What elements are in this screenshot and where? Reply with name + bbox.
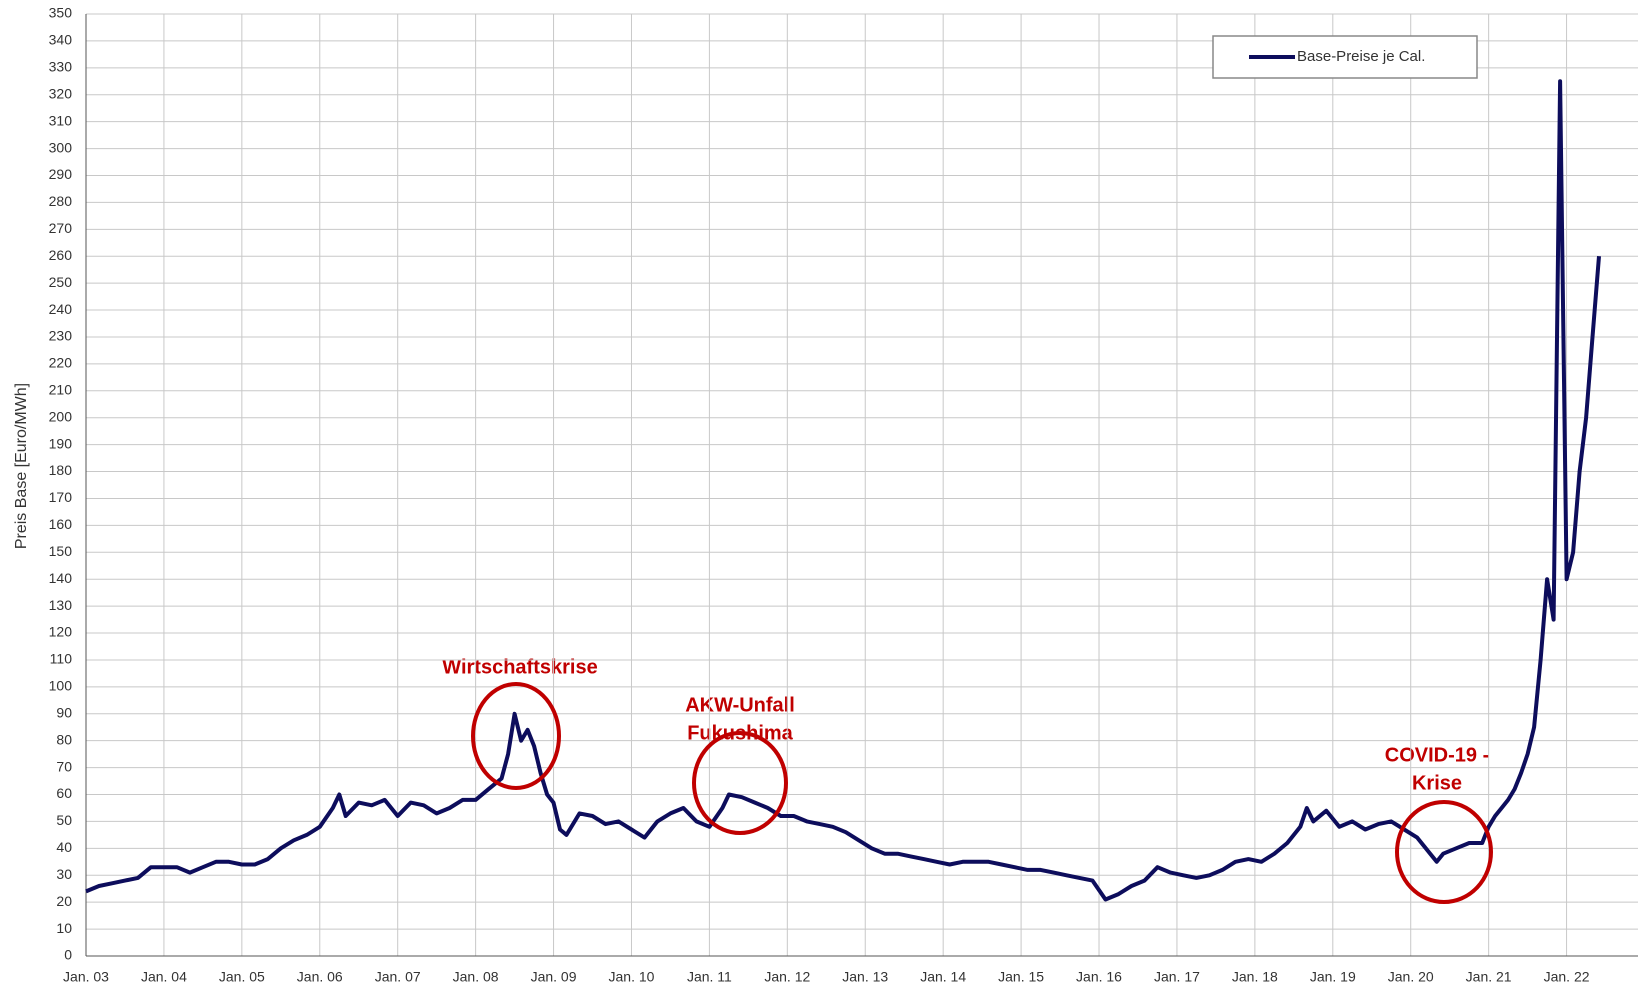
x-tick-label: Jan. 07 [375,969,421,985]
x-tick-label: Jan. 22 [1544,969,1590,985]
y-tick-label: 230 [49,328,73,344]
y-tick-label: 50 [56,812,72,828]
y-tick-label: 270 [49,220,73,236]
x-tick-label: Jan. 18 [1232,969,1278,985]
annotation: COVID-19 - [1385,744,1489,766]
y-tick-label: 180 [49,462,73,478]
x-tick-label: Jan. 11 [687,969,732,985]
x-tick-label: Jan. 04 [141,969,187,985]
x-tick-label: Jan. 16 [1076,969,1122,985]
highlight-circle [471,682,561,790]
y-tick-label: 240 [49,301,73,317]
y-tick-label: 60 [56,785,72,801]
y-tick-label: 110 [50,651,73,667]
legend-label: Base-Preise je Cal. [1297,48,1425,65]
x-tick-label: Jan. 12 [764,969,810,985]
y-tick-label: 80 [56,731,72,747]
y-tick-label: 20 [56,893,72,909]
y-tick-label: 290 [49,166,73,182]
x-tick-label: Jan. 17 [1154,969,1200,985]
x-tick-label: Jan. 19 [1310,969,1356,985]
x-tick-label: Jan. 05 [219,969,265,985]
x-tick-label: Jan. 03 [63,969,109,985]
y-tick-label: 160 [49,516,73,532]
y-tick-label: 30 [56,866,72,882]
highlight-circle [692,731,788,835]
x-tick-label: Jan. 13 [842,969,888,985]
x-tick-label: Jan. 06 [297,969,343,985]
y-tick-label: 10 [56,920,72,936]
y-tick-label: 70 [56,758,72,774]
y-tick-label: 320 [49,85,73,101]
x-tick-label: Jan. 10 [609,969,655,985]
y-tick-label: 90 [56,704,72,720]
annotation: Wirtschaftskrise [442,656,597,678]
x-tick-label: Jan. 09 [531,969,577,985]
line-series [85,79,1601,902]
highlight-circle [1395,800,1493,904]
y-axis-label: Preis Base [Euro/MWh] [13,383,30,549]
y-tick-label: 40 [56,839,72,855]
y-tick-label: 210 [49,382,73,398]
y-tick-label: 300 [49,139,73,155]
x-tick-label: Jan. 21 [1466,969,1512,985]
x-tick-label: Jan. 20 [1388,969,1434,985]
annotation: Krise [1412,772,1462,794]
y-tick-label: 280 [49,193,73,209]
y-tick-label: 220 [49,355,73,371]
y-tick-label: 200 [49,408,73,424]
y-tick-label: 350 [49,5,73,21]
y-tick-label: 130 [49,597,73,613]
annotation: AKW-Unfall [685,694,795,716]
y-tick-label: 340 [49,32,73,48]
y-tick-label: 140 [49,570,73,586]
y-tick-label: 150 [49,543,73,559]
y-tick-label: 250 [49,274,73,290]
y-tick-label: 330 [49,59,73,75]
y-tick-label: 170 [49,489,73,505]
y-tick-label: 310 [49,112,73,128]
x-tick-label: Jan. 15 [998,969,1044,985]
x-tick-label: Jan. 14 [920,969,966,985]
y-tick-label: 190 [49,435,73,451]
y-tick-label: 260 [49,247,73,263]
y-tick-label: 0 [64,947,72,963]
y-tick-label: 120 [49,624,73,640]
y-tick-label: 100 [49,678,73,694]
x-tick-label: Jan. 08 [453,969,499,985]
